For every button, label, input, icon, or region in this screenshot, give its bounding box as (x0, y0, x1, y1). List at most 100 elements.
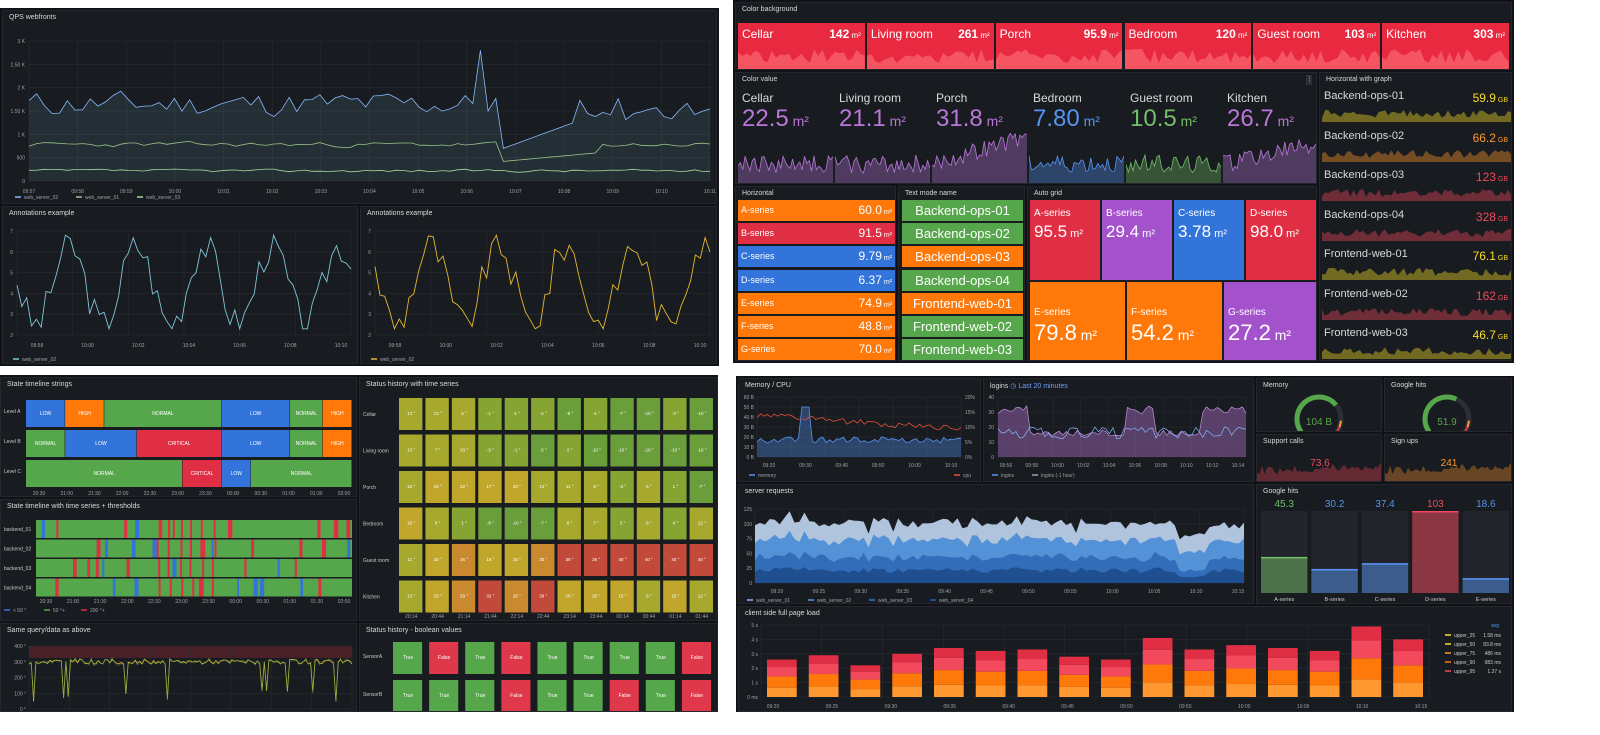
status-cell-value: False (691, 655, 703, 661)
state-segment (126, 559, 130, 577)
stacked-bar-segment (1351, 626, 1382, 641)
x-tick-label: 21:30 (88, 491, 101, 497)
status-cell-value: 1 ° (461, 521, 467, 526)
x-tick-label: 10:08 (643, 343, 656, 349)
legend-value: 83.8 ms (1483, 642, 1501, 648)
memory-gauge: 104 B (1294, 394, 1344, 431)
auto-grid-tile: F-series 54.2 m² (1127, 282, 1222, 360)
state-segment (65, 430, 137, 457)
sign-ups-panel[interactable]: Sign ups 241 (1384, 434, 1512, 482)
y-tick-label: 7 (10, 229, 13, 235)
x-tick-label: 10:15 (1232, 589, 1245, 595)
stat-unit: m² (881, 232, 892, 240)
x-tick-label: 10:10 (335, 343, 348, 349)
status-cell-value: -4 ° (593, 411, 600, 416)
x-tick-label: 09:20 (767, 704, 780, 710)
state-timeline-thresholds-panel[interactable]: State timeline with time series + thresh… (0, 499, 357, 621)
color-background-panel[interactable]: Color background Cellar 142 m² Living room… (735, 2, 1512, 70)
status-cell (504, 398, 529, 430)
status-cell-value: 11 ° (407, 557, 415, 562)
state-segment (202, 559, 205, 577)
x-tick-label: 23:00 (175, 599, 188, 605)
state-segment (172, 520, 175, 538)
stat-unit: m² (1273, 113, 1294, 129)
qps-panel[interactable]: QPS webfronts 3 K 2.50 K 2 K 1.50 K 1 K 500 0 0… (2, 10, 717, 204)
state-segment (190, 520, 193, 538)
x-tick-label: 09:35 (943, 704, 956, 710)
state-segment (227, 520, 233, 538)
text-mode-panel[interactable]: Text mode name Backend-ops-01 Backend-ops… (898, 186, 1025, 361)
y-tick-label: 5 s (751, 623, 758, 629)
horizontal-panel[interactable]: Horizontal A-series 60.0 m² B-series 91.5 m… (735, 186, 896, 361)
support-calls-panel[interactable]: Support calls 73.6 (1256, 434, 1382, 482)
google-hits-bar-panel[interactable]: Google hits 45.3 A-series 30.2 B-series 37.4… (1256, 484, 1512, 604)
status-cell-value: 13 ° (407, 448, 415, 453)
legend-label: cpu (963, 473, 971, 479)
stat-unit: m² (1067, 228, 1083, 240)
horizontal-graph-panel[interactable]: Horizontal with graph Backend-ops-01 59.9… (1319, 72, 1512, 361)
memory-cpu-panel[interactable]: Memory / CPU 60 B 50 B 40 B 30 B 20 B 10 B 0 B… (738, 378, 981, 482)
status-cell-value: 7 ° (435, 448, 441, 453)
panel-menu-icon[interactable]: ⋮ (1306, 75, 1313, 85)
state-segment (317, 520, 321, 538)
x-tick-label: 10:00 (908, 463, 921, 469)
stat-unit: m² (1106, 31, 1119, 40)
state-segment (182, 460, 222, 487)
page-load-panel[interactable]: client side full page load 5 s 4 s 3 s 2 s 1… (738, 606, 1512, 712)
stacked-bar-segment (1101, 667, 1131, 677)
status-cell (451, 507, 476, 540)
gauge-arc (1422, 394, 1458, 431)
stat-value: 98.0 m² (1250, 222, 1299, 241)
status-cell (645, 680, 675, 711)
memory-gauge-panel[interactable]: Memory 104 B (1256, 378, 1382, 432)
stat-row: A-series 60.0 m² (738, 200, 895, 221)
annotations-panel-1[interactable]: Annotations example 7 6 5 4 3 2 09:58 10:00 10:0… (2, 206, 358, 364)
x-tick-label: 09:30 (855, 589, 868, 595)
status-cell-value: False (510, 655, 522, 661)
stacked-bar-segment (850, 679, 881, 690)
same-query-panel[interactable]: Same query/data as above 400 ° 300 ° 200 °… (0, 623, 357, 712)
x-tick-label: 10:15 (1415, 704, 1428, 710)
bar-top (1361, 563, 1409, 565)
status-boolean-panel[interactable]: Status history - boolean values SensorA T… (359, 623, 718, 712)
server-requests-panel[interactable]: server requests 125 100 75 50 25 0 09:20 09:25 0… (738, 484, 1254, 604)
google-hits-gauge-panel[interactable]: Google hits 51.9 (1384, 378, 1512, 432)
legend-label: logins (1001, 473, 1015, 479)
status-cell-value: 20 ° (513, 484, 521, 489)
stacked-bar-segment (1142, 649, 1173, 665)
logins-panel[interactable]: logins ◷ Last 20 minutes 40 30 20 10 0 09:56 0… (983, 378, 1254, 482)
status-history-panel[interactable]: Status history with time series Cellar 13… (359, 377, 718, 621)
state-segment (237, 578, 239, 597)
status-cell-value: -2 ° (540, 411, 547, 416)
panel-title: Google hits (1263, 488, 1299, 495)
y-tick-label: 20 (988, 425, 994, 431)
stacked-bar-segment (975, 671, 1006, 686)
state-timeline-panel[interactable]: State timeline strings Level A LOW HIGH NOR… (0, 377, 357, 497)
state-segment (26, 430, 65, 457)
x-tick-label: 10:10 (1190, 589, 1203, 595)
stat-name: A-series (1034, 208, 1071, 219)
status-cell (425, 434, 449, 467)
sparkline-line (835, 154, 930, 174)
bar-value: 37.4 (1375, 499, 1395, 510)
color-value-panel[interactable]: Color value ⋮ Cellar 22.5 m² Living room 21… (735, 72, 1317, 184)
stat-value: 21.1 m² (839, 105, 906, 132)
status-cell (610, 398, 634, 430)
status-cell (689, 507, 713, 540)
status-cell (583, 398, 608, 430)
status-cell-value: 15 ° (671, 594, 679, 599)
annotations-panel-2[interactable]: Annotations example 7 6 5 4 3 2 09:58 10:00 10:0… (360, 206, 717, 364)
state-segment (168, 520, 171, 538)
stat-value: 54.2 m² (1131, 320, 1195, 345)
panel-title: Text mode name (905, 190, 957, 197)
state-label: NORMAL (94, 471, 116, 477)
sparkline (1126, 153, 1221, 183)
x-tick-label: 10:05 (412, 189, 425, 195)
stat-unit: m² (849, 31, 861, 40)
status-cell-value: -3 ° (619, 484, 626, 489)
state-segment (73, 559, 77, 577)
legend-label: web_server_03 (878, 598, 912, 604)
auto-grid-panel[interactable]: Auto grid A-series 95.5 m² B-series 29.4 m²… (1027, 186, 1317, 361)
x-tick-label: 09:58 (71, 189, 84, 195)
state-segment (135, 520, 140, 538)
